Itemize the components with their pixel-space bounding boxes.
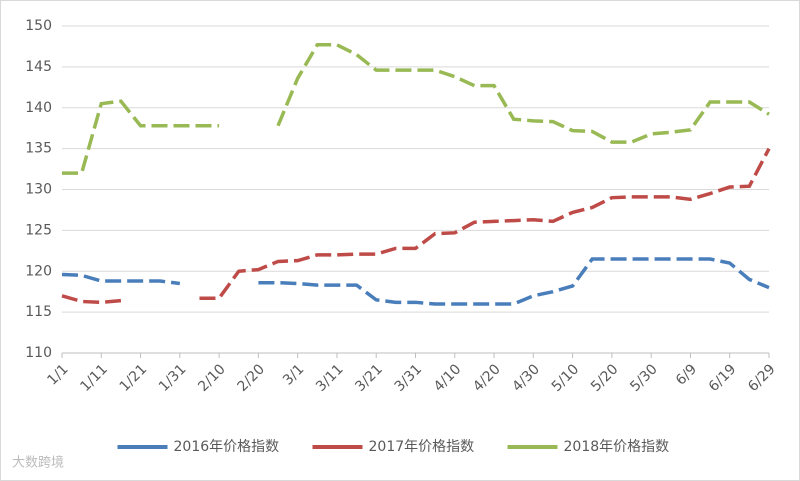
line-series [61,147,771,305]
y-tick-label: 120 [25,263,52,279]
line-series [61,257,770,306]
legend-label: 2017年价格指数 [369,439,475,455]
y-tick-label: 145 [25,59,52,75]
legend-label: 2018年价格指数 [564,439,670,455]
y-tick-label: 150 [25,18,52,34]
watermark: 大数跨境 [12,456,64,471]
y-tick-label: 135 [25,141,52,157]
legend-label: 2016年价格指数 [174,439,280,455]
y-tick-label: 140 [25,100,52,116]
y-tick-label: 110 [25,345,52,361]
y-tick-label: 130 [25,182,52,198]
line-series [62,43,770,175]
y-tick-label: 125 [25,222,52,238]
y-tick-label: 115 [25,304,52,320]
